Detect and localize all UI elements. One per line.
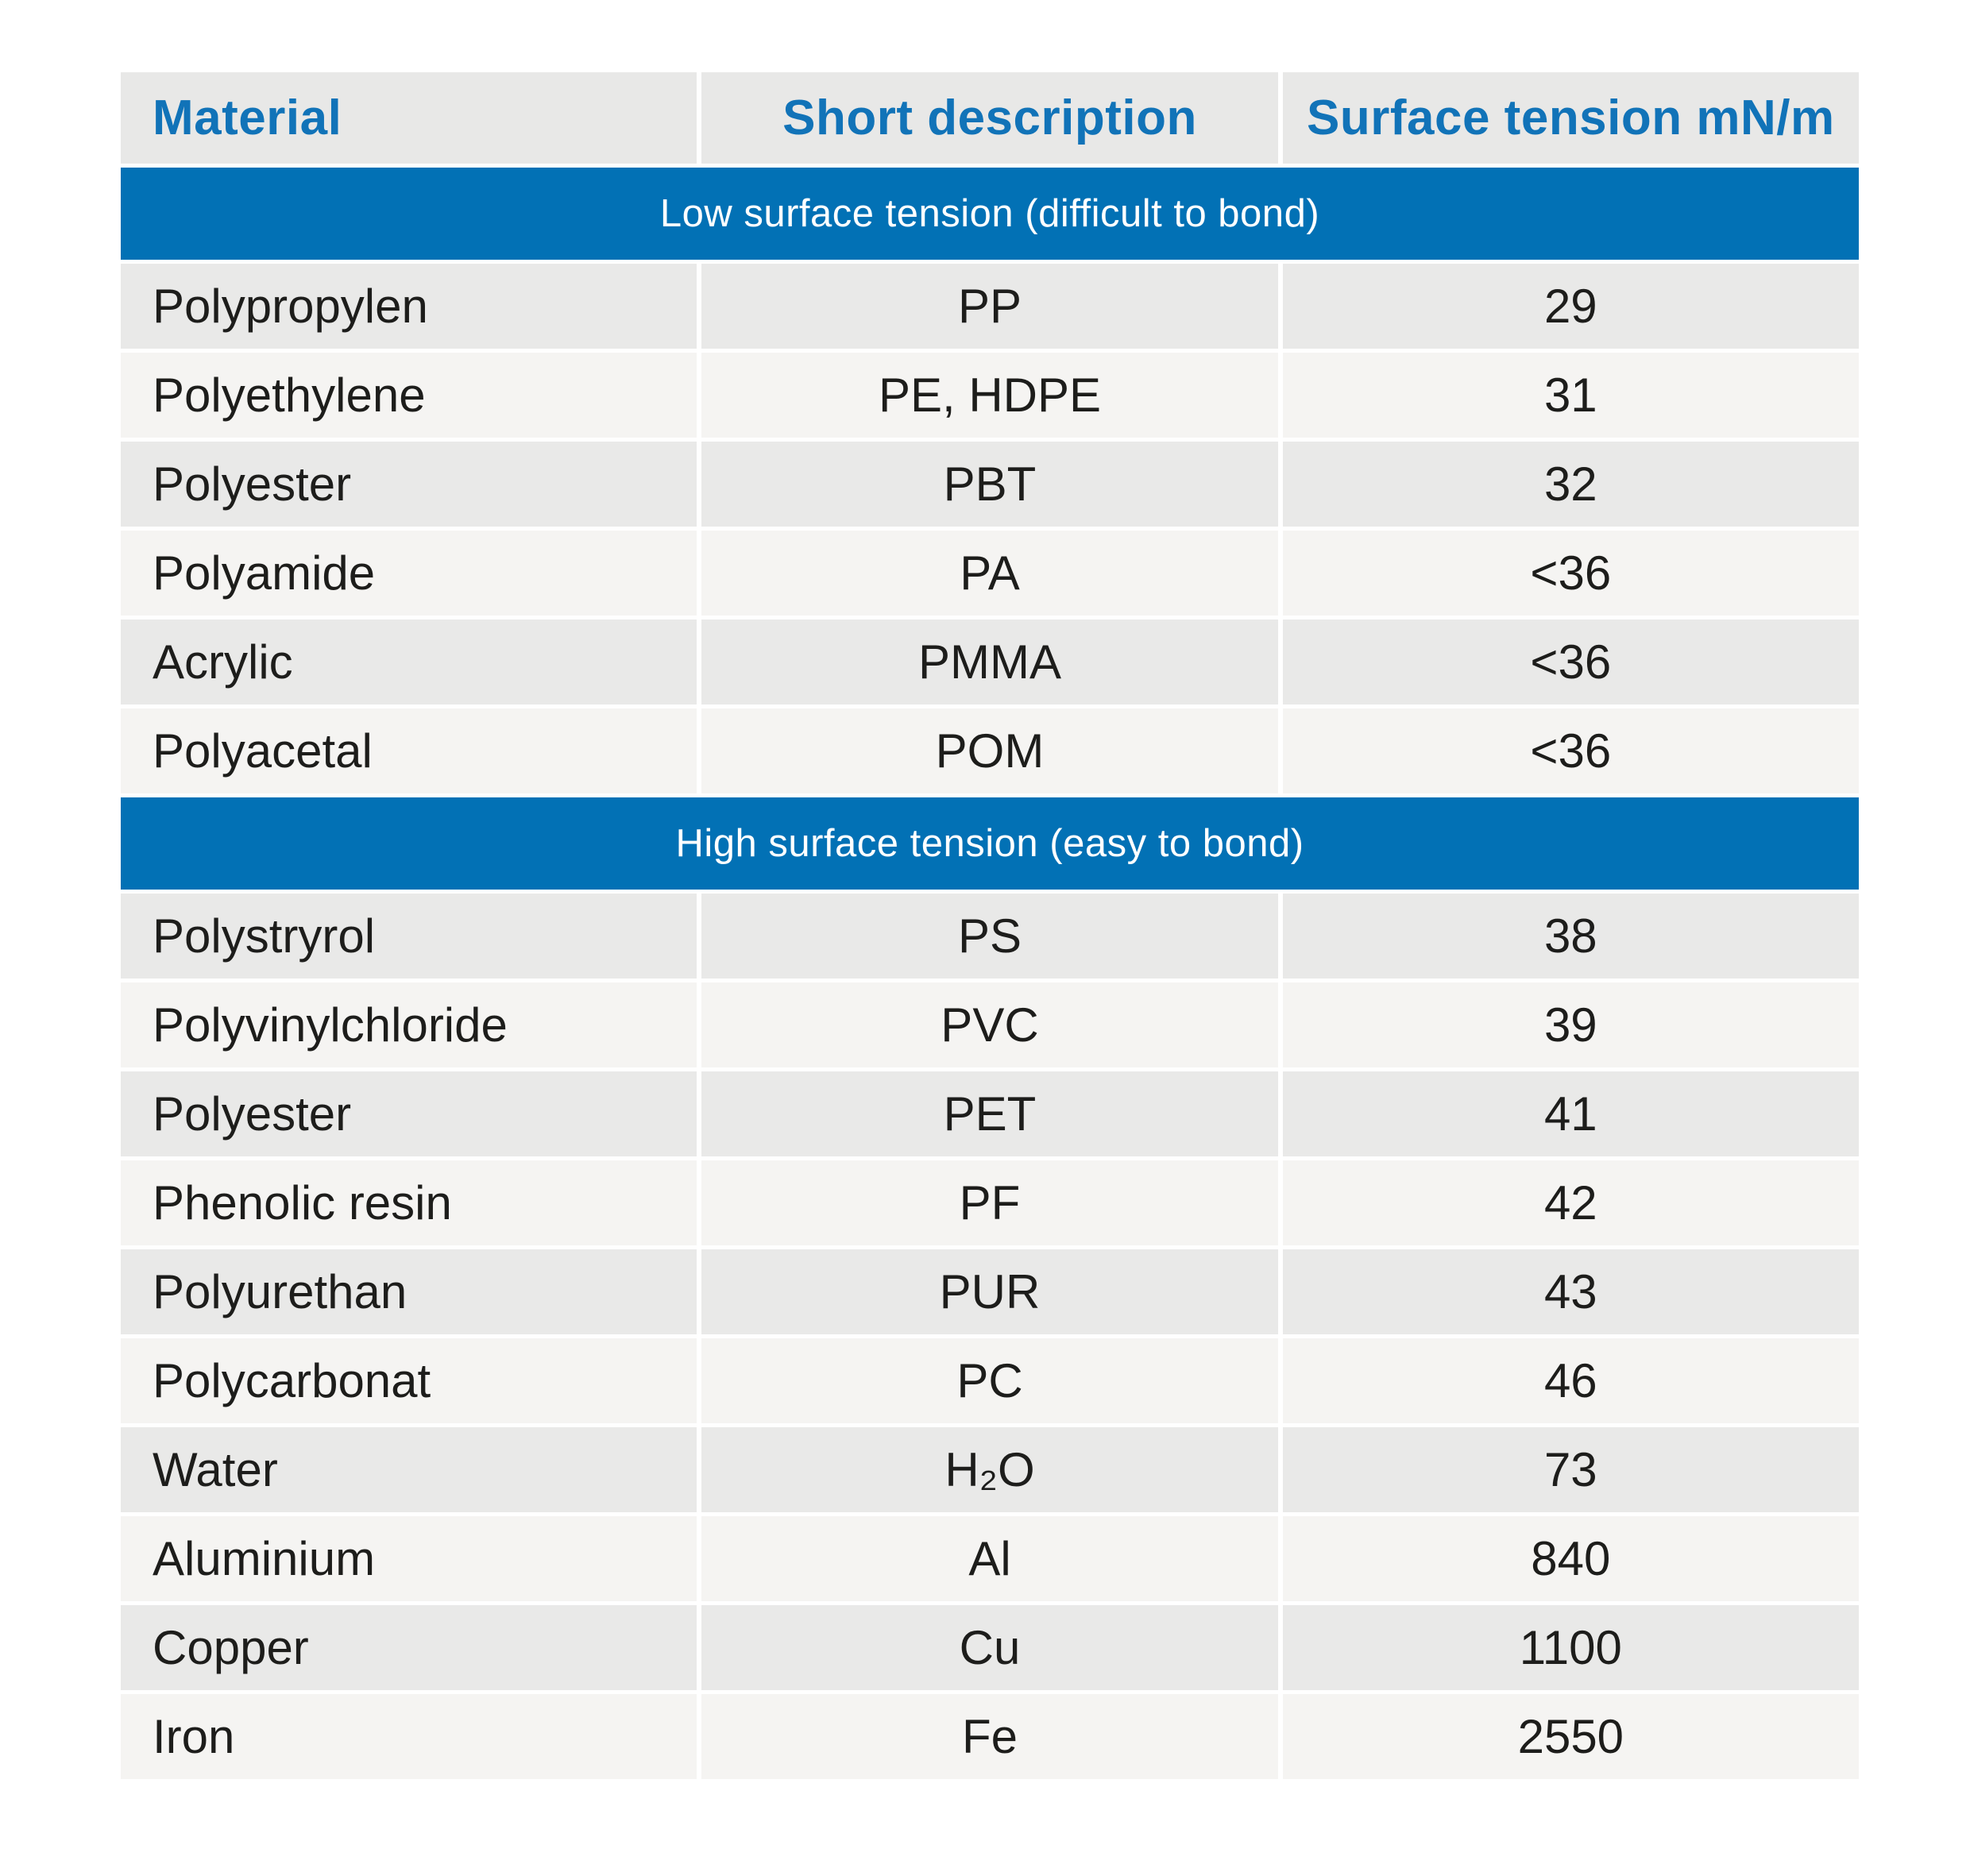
short-description-cell: POM — [701, 708, 1278, 793]
surface-tension-cell: <36 — [1282, 708, 1859, 793]
surface-tension-cell: 29 — [1282, 264, 1859, 349]
material-cell: Polyamide — [121, 531, 697, 616]
section-high-rows: Polystryrol PS 38 Polyvinylchloride PVC … — [121, 894, 1859, 1779]
surface-tension-cell: 32 — [1282, 442, 1859, 527]
short-description-cell: PS — [701, 894, 1278, 979]
material-cell: Polyester — [121, 442, 697, 527]
short-description-cell: PBT — [701, 442, 1278, 527]
column-header-material: Material — [121, 72, 697, 164]
material-cell: Polypropylen — [121, 264, 697, 349]
surface-tension-cell: 73 — [1282, 1427, 1859, 1512]
table-row: Iron Fe 2550 — [121, 1694, 1859, 1779]
material-cell: Polyethylene — [121, 353, 697, 438]
table-row: Aluminium Al 840 — [121, 1516, 1859, 1601]
material-cell: Iron — [121, 1694, 697, 1779]
table-row: Polyvinylchloride PVC 39 — [121, 982, 1859, 1067]
section-header-high-surface-tension: High surface tension (easy to bond) — [121, 797, 1859, 890]
short-description-cell: PET — [701, 1071, 1278, 1156]
short-description-cell: Al — [701, 1516, 1278, 1601]
material-cell: Polystryrol — [121, 894, 697, 979]
table-row: Phenolic resin PF 42 — [121, 1160, 1859, 1245]
surface-tension-cell: 31 — [1282, 353, 1859, 438]
table-row: Copper Cu 1100 — [121, 1605, 1859, 1690]
short-description-cell: PMMA — [701, 620, 1278, 704]
surface-tension-cell: 1100 — [1282, 1605, 1859, 1690]
material-cell: Polyester — [121, 1071, 697, 1156]
surface-tension-cell: 46 — [1282, 1338, 1859, 1423]
section-low-rows: Polypropylen PP 29 Polyethylene PE, HDPE… — [121, 264, 1859, 793]
short-description-cell: PA — [701, 531, 1278, 616]
table-row: Polyurethan PUR 43 — [121, 1249, 1859, 1334]
surface-tension-cell: 38 — [1282, 894, 1859, 979]
table-header-row: Material Short description Surface tensi… — [121, 72, 1859, 164]
short-description-cell: PP — [701, 264, 1278, 349]
short-description-cell: PF — [701, 1160, 1278, 1245]
surface-tension-cell: 39 — [1282, 982, 1859, 1067]
column-header-short-description: Short description — [701, 72, 1278, 164]
surface-tension-cell: 42 — [1282, 1160, 1859, 1245]
material-cell: Acrylic — [121, 620, 697, 704]
material-cell: Phenolic resin — [121, 1160, 697, 1245]
short-description-cell: PC — [701, 1338, 1278, 1423]
material-cell: Polycarbonat — [121, 1338, 697, 1423]
material-cell: Water — [121, 1427, 697, 1512]
short-description-cell: PVC — [701, 982, 1278, 1067]
material-cell: Aluminium — [121, 1516, 697, 1601]
table-row: Polyacetal POM <36 — [121, 708, 1859, 793]
short-description-cell: PUR — [701, 1249, 1278, 1334]
table-row: Polyethylene PE, HDPE 31 — [121, 353, 1859, 438]
table-row: Polycarbonat PC 46 — [121, 1338, 1859, 1423]
surface-tension-cell: 41 — [1282, 1071, 1859, 1156]
short-description-cell: Cu — [701, 1605, 1278, 1690]
material-cell: Copper — [121, 1605, 697, 1690]
table-row: Polystryrol PS 38 — [121, 894, 1859, 979]
surface-tension-cell: <36 — [1282, 620, 1859, 704]
table-row: Water H₂O 73 — [121, 1427, 1859, 1512]
short-description-cell: Fe — [701, 1694, 1278, 1779]
section-header-low-surface-tension: Low surface tension (difficult to bond) — [121, 168, 1859, 260]
material-cell: Polyvinylchloride — [121, 982, 697, 1067]
table-row: Polyester PBT 32 — [121, 442, 1859, 527]
surface-tension-cell: 2550 — [1282, 1694, 1859, 1779]
column-header-surface-tension: Surface tension mN/m — [1282, 72, 1859, 164]
surface-tension-cell: 840 — [1282, 1516, 1859, 1601]
table-row: Acrylic PMMA <36 — [121, 620, 1859, 704]
table-row: Polypropylen PP 29 — [121, 264, 1859, 349]
surface-tension-table: Material Short description Surface tensi… — [121, 72, 1859, 1779]
material-cell: Polyurethan — [121, 1249, 697, 1334]
surface-tension-cell: <36 — [1282, 531, 1859, 616]
table-row: Polyamide PA <36 — [121, 531, 1859, 616]
short-description-cell: PE, HDPE — [701, 353, 1278, 438]
material-cell: Polyacetal — [121, 708, 697, 793]
table-row: Polyester PET 41 — [121, 1071, 1859, 1156]
surface-tension-cell: 43 — [1282, 1249, 1859, 1334]
short-description-cell: H₂O — [701, 1427, 1278, 1512]
